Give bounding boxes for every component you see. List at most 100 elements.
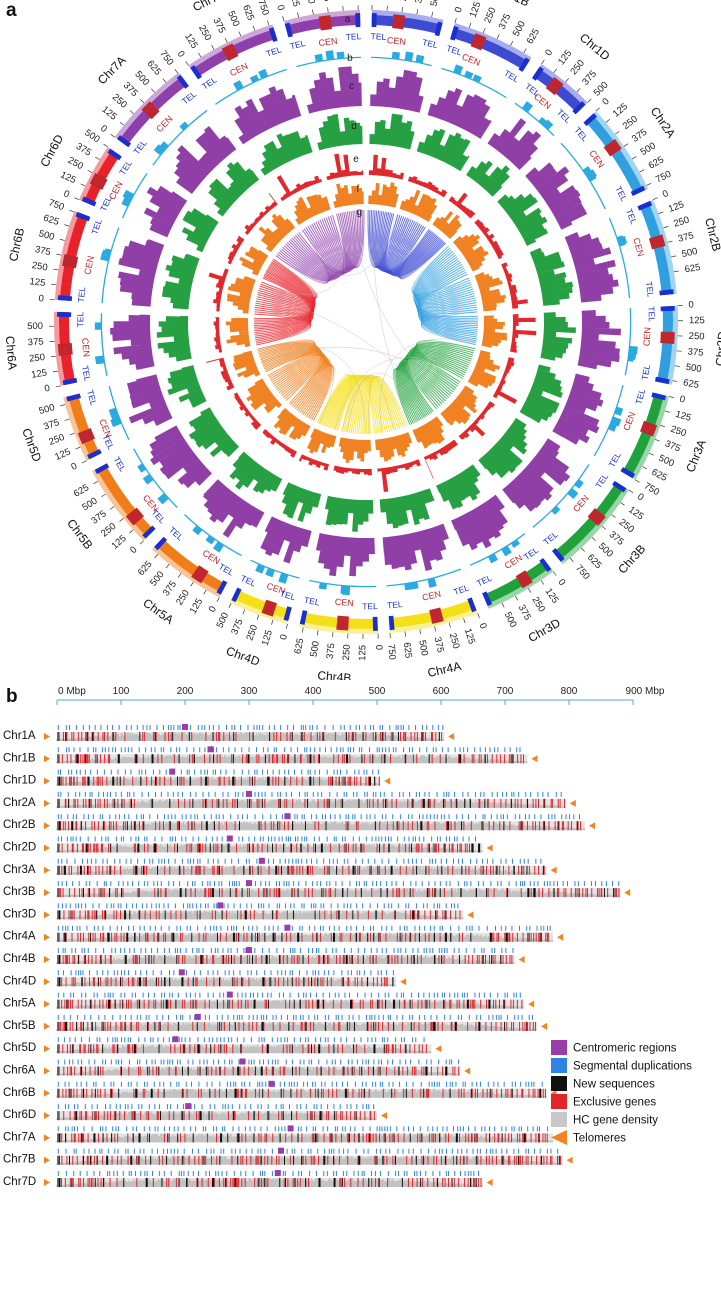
tick-mark	[565, 78, 569, 83]
tick-band-Chr3D	[486, 567, 554, 609]
chromosome-label-Chr3A: Chr3A	[683, 438, 709, 475]
track-b-baseline	[296, 56, 361, 68]
tick-band-Chr7A	[114, 72, 182, 141]
centromere-Chr3A	[639, 420, 658, 437]
track-b-spike	[258, 68, 268, 79]
track-f-bar	[467, 350, 501, 389]
tick-label: 125	[674, 409, 692, 424]
chromosome-name: Chr5B	[3, 1020, 36, 1032]
track-b-baseline	[624, 308, 632, 376]
telomere-start-Chr4A	[467, 597, 477, 613]
track-label-b: b	[347, 53, 353, 64]
telomere-label: TEL	[76, 286, 87, 303]
tick-label: 625	[682, 377, 700, 391]
tick-mark	[69, 209, 75, 213]
track-c-bar	[370, 69, 424, 113]
tick-label: 375	[325, 643, 338, 660]
track-b-spike	[265, 568, 275, 578]
centromere-label: CEN	[228, 61, 249, 78]
chromosome-row-Chr6D: Chr6D	[3, 1103, 387, 1121]
track-f-bar	[246, 378, 282, 414]
tick-mark	[185, 61, 189, 66]
track-d-bar	[436, 464, 481, 510]
track-b-baseline	[121, 173, 148, 219]
track-d-bar	[281, 482, 322, 523]
tick-label: 125	[556, 48, 574, 67]
tick-label: 500	[502, 610, 519, 629]
tick-mark	[316, 630, 319, 636]
telomere-right-marker	[541, 1022, 547, 1030]
track-c-bar	[487, 118, 542, 171]
track-b-baseline	[250, 559, 300, 579]
tick-mark	[271, 619, 274, 625]
track-d-bar	[167, 365, 207, 408]
tick-label: 125	[100, 104, 119, 123]
cross-link	[346, 375, 409, 433]
tick-label: 500	[148, 569, 167, 588]
axis-tick-label: 200	[177, 686, 194, 697]
tick-mark	[628, 489, 634, 493]
tick-mark	[224, 37, 228, 43]
cross-link	[379, 338, 477, 433]
tick-label: 250	[29, 352, 46, 365]
segmental-duplications	[57, 858, 542, 864]
tick-mark	[252, 25, 256, 31]
telomere-right-marker	[486, 844, 493, 852]
tick-label: 125	[357, 645, 368, 661]
track-b-spike	[278, 573, 289, 584]
tick-mark	[140, 99, 145, 104]
tick-label: 500	[225, 9, 241, 28]
legend-swatch	[551, 1076, 567, 1091]
tick-label: 500	[27, 321, 43, 332]
centromere-label: CEN	[642, 327, 653, 347]
centromeric-region	[258, 857, 265, 864]
new-sequences	[58, 1088, 542, 1098]
track-c-bar	[315, 532, 375, 577]
hc-gene-density	[56, 955, 515, 964]
legend-label: HC gene density	[573, 1115, 658, 1127]
track-c-bar	[502, 438, 571, 512]
synteny-link	[421, 311, 478, 345]
track-c-bar	[234, 86, 302, 145]
tick-label: 250	[66, 155, 85, 172]
tick-label: 375	[413, 0, 426, 4]
telomere-right-marker	[381, 1112, 387, 1120]
telomere-right-marker	[486, 1179, 493, 1186]
centromere-Chr4B	[336, 615, 349, 631]
tick-mark	[496, 34, 500, 40]
centromere-label: CEN	[631, 237, 646, 258]
track-e-bar	[377, 459, 421, 493]
segmental-duplications	[57, 836, 476, 842]
telomere-left-marker	[44, 799, 50, 807]
telomere-left-marker	[44, 733, 50, 740]
x-axis: 0 Mbp 100 200 300 400 500 600 700 800 900 Mbp	[56, 686, 665, 705]
new-sequences	[58, 1133, 540, 1143]
telomere-label: TEL	[475, 573, 494, 589]
telomere-label: TEL	[572, 125, 590, 144]
exclusive-genes	[57, 776, 380, 786]
track-c-bar	[306, 66, 362, 114]
tick-mark	[601, 525, 606, 530]
telomere-label: TEL	[85, 389, 99, 407]
tick-label: 500	[80, 495, 99, 513]
track-b-spike	[538, 117, 548, 126]
tick-label: 125	[59, 169, 78, 186]
telomere-label: TEL	[167, 525, 185, 543]
track-e-bar	[262, 428, 297, 458]
exclusive-genes	[57, 821, 582, 831]
telomere-start-Chr2B	[637, 200, 653, 211]
tick-label: 625	[585, 552, 604, 571]
track-label-c: c	[349, 81, 354, 92]
legend-swatch	[551, 1040, 567, 1055]
telomere-label: TEL	[593, 471, 610, 490]
track-b-spike	[608, 422, 618, 432]
chromosome-row-Chr6B: Chr6B	[3, 1080, 557, 1099]
tick-label: 250	[688, 331, 704, 343]
tick-label: 750	[642, 481, 661, 499]
telomere-end-Chr7B	[268, 27, 278, 42]
tick-label: 375	[630, 127, 649, 145]
telomere-left-marker	[44, 1156, 50, 1164]
tick-mark	[639, 169, 645, 173]
chromosome-label-Chr7B: Chr7B	[190, 0, 227, 14]
tick-label: 250	[568, 58, 587, 77]
